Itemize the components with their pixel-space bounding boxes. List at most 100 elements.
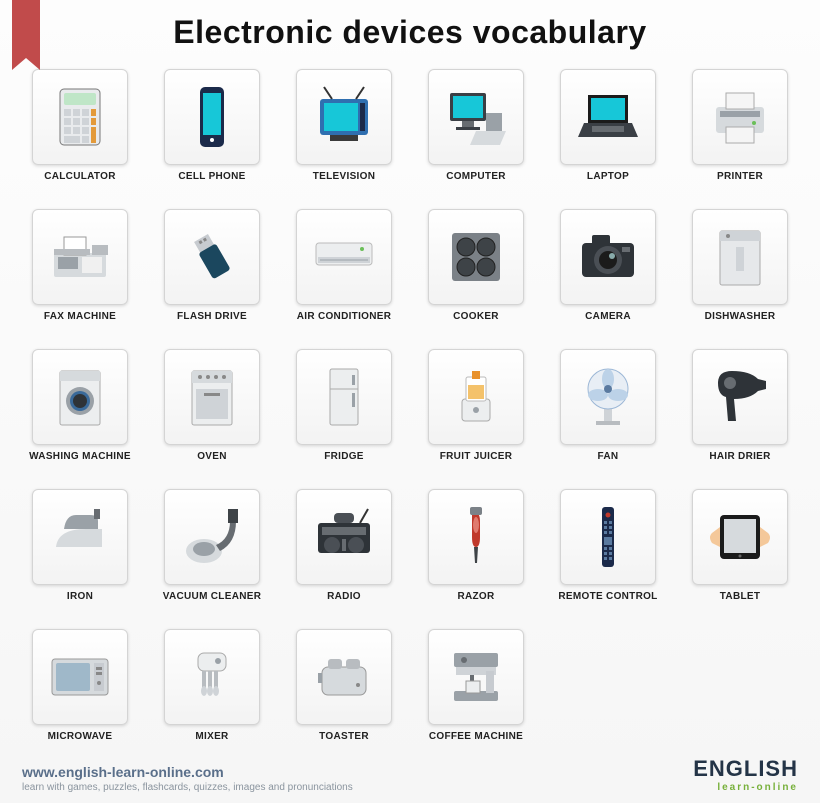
computer-card [428,69,524,165]
hair-drier-card [692,349,788,445]
laptop-icon [574,83,642,151]
vocab-item-cooker: COOKER [417,209,535,335]
vocab-item-microwave: MICROWAVE [21,629,139,755]
radio-label: RADIO [285,591,403,615]
logo-sub: learn-online [693,782,798,793]
vacuum-cleaner-card [164,489,260,585]
dishwasher-icon [706,223,774,291]
fruit-juicer-icon [442,363,510,431]
vocab-item-fax-machine: FAX MACHINE [21,209,139,335]
dishwasher-card [692,209,788,305]
washing-machine-label: WASHING MACHINE [21,451,139,475]
fruit-juicer-label: FRUIT JUICER [417,451,535,475]
calculator-label: CALCULATOR [21,171,139,195]
tablet-label: TABLET [681,591,799,615]
hair-drier-label: HAIR DRIER [681,451,799,475]
vocab-item-air-conditioner: AIR CONDITIONER [285,209,403,335]
tablet-icon [706,503,774,571]
coffee-machine-label: COFFEE MACHINE [417,731,535,755]
oven-label: OVEN [153,451,271,475]
oven-card [164,349,260,445]
coffee-machine-icon [442,643,510,711]
oven-icon [178,363,246,431]
fan-card [560,349,656,445]
fax-machine-label: FAX MACHINE [21,311,139,335]
flash-drive-icon [178,223,246,291]
page-title: Electronic devices vocabulary [0,0,820,59]
television-icon [310,83,378,151]
vocab-item-iron: IRON [21,489,139,615]
vocab-item-oven: OVEN [153,349,271,475]
microwave-label: MICROWAVE [21,731,139,755]
microwave-icon [46,643,114,711]
calculator-icon [46,83,114,151]
washing-machine-card [32,349,128,445]
cell-phone-card [164,69,260,165]
toaster-card [296,629,392,725]
vocab-item-washing-machine: WASHING MACHINE [21,349,139,475]
vocab-item-dishwasher: DISHWASHER [681,209,799,335]
air-conditioner-label: AIR CONDITIONER [285,311,403,335]
mixer-icon [178,643,246,711]
computer-label: COMPUTER [417,171,535,195]
fridge-card [296,349,392,445]
computer-icon [442,83,510,151]
laptop-card [560,69,656,165]
vocab-item-coffee-machine: COFFEE MACHINE [417,629,535,755]
tablet-card [692,489,788,585]
washing-machine-icon [46,363,114,431]
vocab-item-camera: CAMERA [549,209,667,335]
vocab-item-radio: RADIO [285,489,403,615]
cooker-icon [442,223,510,291]
vacuum-cleaner-label: VACUUM CLEANER [153,591,271,615]
razor-card [428,489,524,585]
fan-icon [574,363,642,431]
vocab-item-printer: PRINTER [681,69,799,195]
vocab-item-fruit-juicer: FRUIT JUICER [417,349,535,475]
remote-control-label: REMOTE CONTROL [549,591,667,615]
vocab-item-hair-drier: HAIR DRIER [681,349,799,475]
fan-label: FAN [549,451,667,475]
radio-icon [310,503,378,571]
coffee-machine-card [428,629,524,725]
air-conditioner-card [296,209,392,305]
logo: ENGLISH learn-online [693,756,798,793]
fax-machine-card [32,209,128,305]
microwave-card [32,629,128,725]
vocab-item-flash-drive: FLASH DRIVE [153,209,271,335]
flash-drive-card [164,209,260,305]
vocab-item-fridge: FRIDGE [285,349,403,475]
fridge-label: FRIDGE [285,451,403,475]
vocabulary-grid: CALCULATOR CELL PHONE TELEVISION COMPUTER LA… [0,59,820,755]
fax-machine-icon [46,223,114,291]
vacuum-cleaner-icon [178,503,246,571]
vocab-item-calculator: CALCULATOR [21,69,139,195]
dishwasher-label: DISHWASHER [681,311,799,335]
printer-label: PRINTER [681,171,799,195]
remote-control-icon [574,503,642,571]
toaster-icon [310,643,378,711]
printer-icon [706,83,774,151]
vocab-item-cell-phone: CELL PHONE [153,69,271,195]
iron-label: IRON [21,591,139,615]
television-card [296,69,392,165]
razor-icon [442,503,510,571]
remote-control-card [560,489,656,585]
printer-card [692,69,788,165]
vocab-item-tablet: TABLET [681,489,799,615]
vocab-item-toaster: TOASTER [285,629,403,755]
iron-card [32,489,128,585]
camera-icon [574,223,642,291]
cooker-label: COOKER [417,311,535,335]
mixer-label: MIXER [153,731,271,755]
infographic: Electronic devices vocabulary CALCULATOR… [0,0,820,803]
radio-card [296,489,392,585]
iron-icon [46,503,114,571]
mixer-card [164,629,260,725]
vocab-item-remote-control: REMOTE CONTROL [549,489,667,615]
laptop-label: LAPTOP [549,171,667,195]
footer: www.english-learn-online.com learn with … [0,756,820,793]
footer-url: www.english-learn-online.com [22,764,353,780]
television-label: TELEVISION [285,171,403,195]
camera-card [560,209,656,305]
